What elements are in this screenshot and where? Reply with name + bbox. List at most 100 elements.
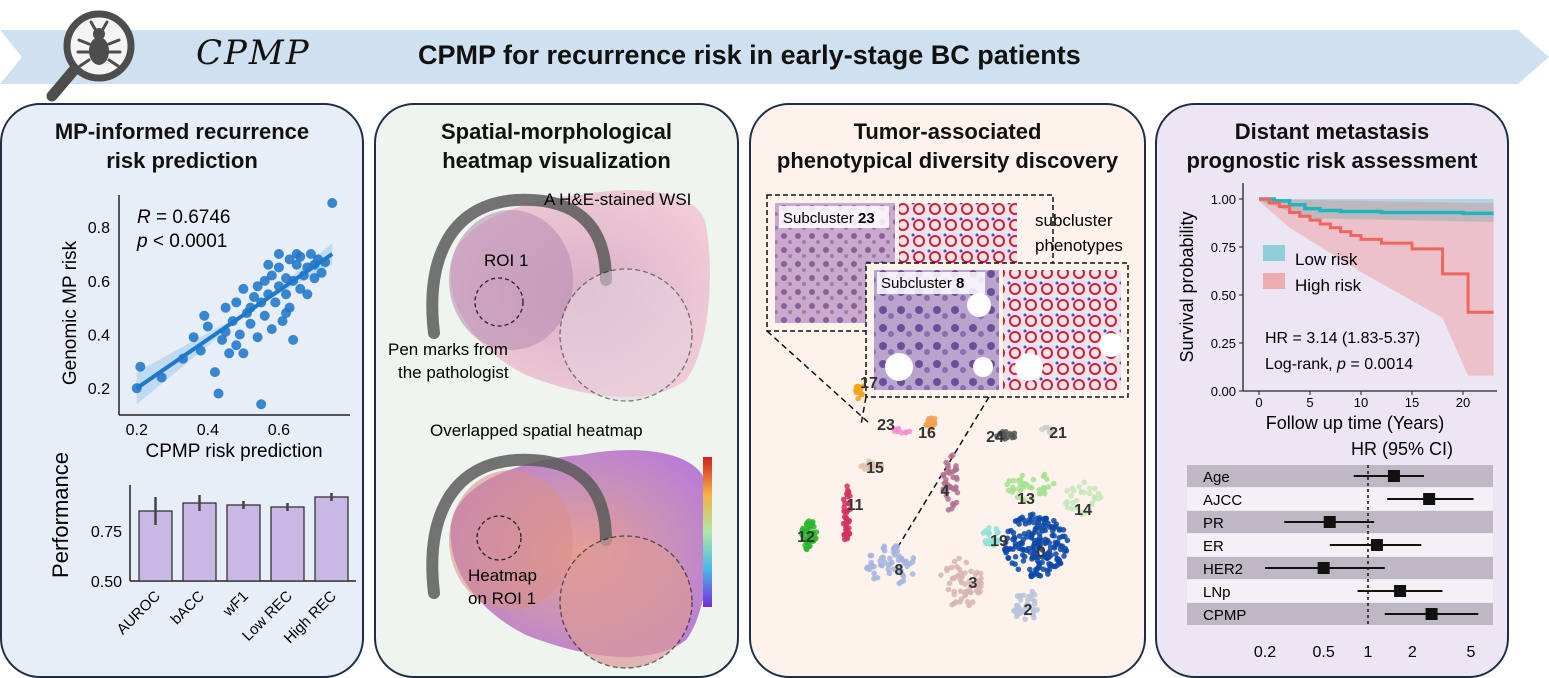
umap-point bbox=[1022, 616, 1028, 623]
scatter-point bbox=[259, 275, 270, 286]
forest-xtick: 5 bbox=[1467, 644, 1476, 661]
label-heatmap-line1: Heatmap bbox=[468, 566, 537, 585]
umap-point bbox=[945, 586, 952, 593]
umap-point bbox=[951, 591, 958, 598]
umap-point bbox=[1013, 517, 1020, 524]
umap-point bbox=[1015, 477, 1022, 484]
scatter-point bbox=[327, 198, 338, 209]
panel4-charts: 0.000.250.500.751.00 0 5 10 15 20 Low risk H… bbox=[1177, 183, 1497, 661]
bar-bacc bbox=[182, 502, 217, 582]
umap-point bbox=[983, 540, 989, 547]
scatter-point bbox=[291, 249, 302, 260]
legend-high-risk: High risk bbox=[1295, 276, 1362, 295]
umap-point bbox=[1052, 523, 1059, 530]
umap-point bbox=[871, 563, 877, 570]
forest-row-bg bbox=[1187, 580, 1493, 602]
cluster-label: 15 bbox=[866, 460, 884, 477]
scatter-point bbox=[188, 332, 199, 343]
umap-point bbox=[1061, 533, 1068, 540]
km-low-risk-line bbox=[1259, 197, 1494, 216]
umap-point bbox=[1029, 588, 1036, 595]
forest-hr-marker bbox=[1387, 470, 1400, 482]
label-wsi: A H&E-stained WSI bbox=[544, 190, 691, 209]
cluster-label: 12 bbox=[797, 529, 815, 546]
umap-point bbox=[813, 535, 819, 542]
umap-point bbox=[943, 492, 950, 499]
umap-point bbox=[866, 458, 872, 464]
umap-point bbox=[938, 572, 944, 578]
umap-point bbox=[896, 580, 902, 587]
forest-row-label: CPMP bbox=[1203, 607, 1246, 624]
scatter-point bbox=[273, 249, 284, 260]
umap-point bbox=[1041, 519, 1048, 526]
umap-point bbox=[1044, 476, 1050, 483]
umap-point bbox=[1030, 606, 1037, 613]
cluster-label: 2 bbox=[1024, 602, 1033, 619]
umap-point bbox=[1097, 494, 1104, 501]
forest-hr-marker bbox=[1370, 539, 1383, 551]
umap-point bbox=[809, 521, 816, 527]
umap-point bbox=[802, 542, 809, 549]
umap-point bbox=[966, 602, 972, 609]
scatter-point bbox=[252, 332, 263, 343]
umap-point bbox=[1047, 426, 1054, 432]
umap-point bbox=[948, 564, 955, 571]
panel1-charts: 0.2 0.4 0.6 0.8 0.2 0.4 0.6 R = 0.6746 p < 0.… bbox=[48, 195, 356, 647]
umap-point bbox=[1017, 487, 1024, 494]
connector-line-23b bbox=[860, 396, 867, 426]
umap-point bbox=[956, 555, 962, 562]
umap-point bbox=[959, 574, 965, 580]
umap-point bbox=[1034, 515, 1040, 522]
km-xtick: 0 bbox=[1255, 395, 1262, 410]
umap-point bbox=[1056, 534, 1063, 541]
umap-point bbox=[1089, 500, 1096, 507]
km-ytick: 1.00 bbox=[1211, 192, 1236, 207]
umap-point bbox=[1064, 537, 1071, 544]
umap-point bbox=[1039, 527, 1046, 534]
umap-point bbox=[978, 575, 984, 582]
bar-high-rec bbox=[314, 496, 349, 582]
umap-point bbox=[1005, 555, 1012, 561]
umap-point bbox=[953, 599, 959, 605]
umap-point bbox=[1050, 517, 1057, 524]
umap-point bbox=[1030, 476, 1037, 483]
umap-point bbox=[892, 543, 899, 549]
scatter-ytick: 0.4 bbox=[88, 328, 110, 345]
umap-point bbox=[1049, 532, 1056, 539]
umap-point bbox=[1025, 529, 1032, 536]
umap-point bbox=[1003, 545, 1009, 551]
bar-wf1 bbox=[226, 504, 261, 582]
scatter-point bbox=[238, 348, 249, 359]
label-roi: ROI 1 bbox=[484, 251, 528, 270]
km-high-risk-line bbox=[1259, 197, 1494, 314]
cluster-label: 19 bbox=[990, 533, 1008, 550]
umap-point bbox=[944, 567, 950, 574]
umap-point bbox=[991, 535, 998, 542]
panel-phenotype: Tumor-associated phenotypical diversity … bbox=[749, 103, 1146, 678]
umap-point bbox=[803, 521, 810, 528]
umap-point bbox=[1010, 536, 1016, 543]
umap-point bbox=[1031, 519, 1037, 526]
umap-point bbox=[1013, 602, 1020, 609]
umap-point bbox=[1003, 549, 1009, 556]
umap-point bbox=[808, 531, 815, 538]
forest-row-bg bbox=[1187, 465, 1493, 487]
umap-point bbox=[870, 464, 877, 471]
scatter-point bbox=[224, 348, 235, 359]
legend-low-risk: Low risk bbox=[1295, 250, 1358, 269]
forest-row-bg bbox=[1187, 603, 1493, 625]
umap-point bbox=[1012, 553, 1019, 560]
umap-point bbox=[1036, 537, 1043, 544]
umap-point bbox=[874, 574, 881, 581]
umap-point bbox=[1081, 489, 1088, 496]
panel4-title-line1: Distant metastasis bbox=[1234, 119, 1430, 144]
umap-point bbox=[900, 573, 907, 580]
subcluster8-label: Subcluster 8 bbox=[881, 275, 964, 292]
forest-xtick: 0.5 bbox=[1313, 644, 1335, 661]
umap-point bbox=[1086, 508, 1093, 514]
subcluster23-label: Subcluster 23 bbox=[783, 210, 875, 227]
umap-point bbox=[950, 474, 956, 481]
umap-point bbox=[1050, 480, 1057, 487]
cluster-label: 4 bbox=[941, 483, 950, 500]
